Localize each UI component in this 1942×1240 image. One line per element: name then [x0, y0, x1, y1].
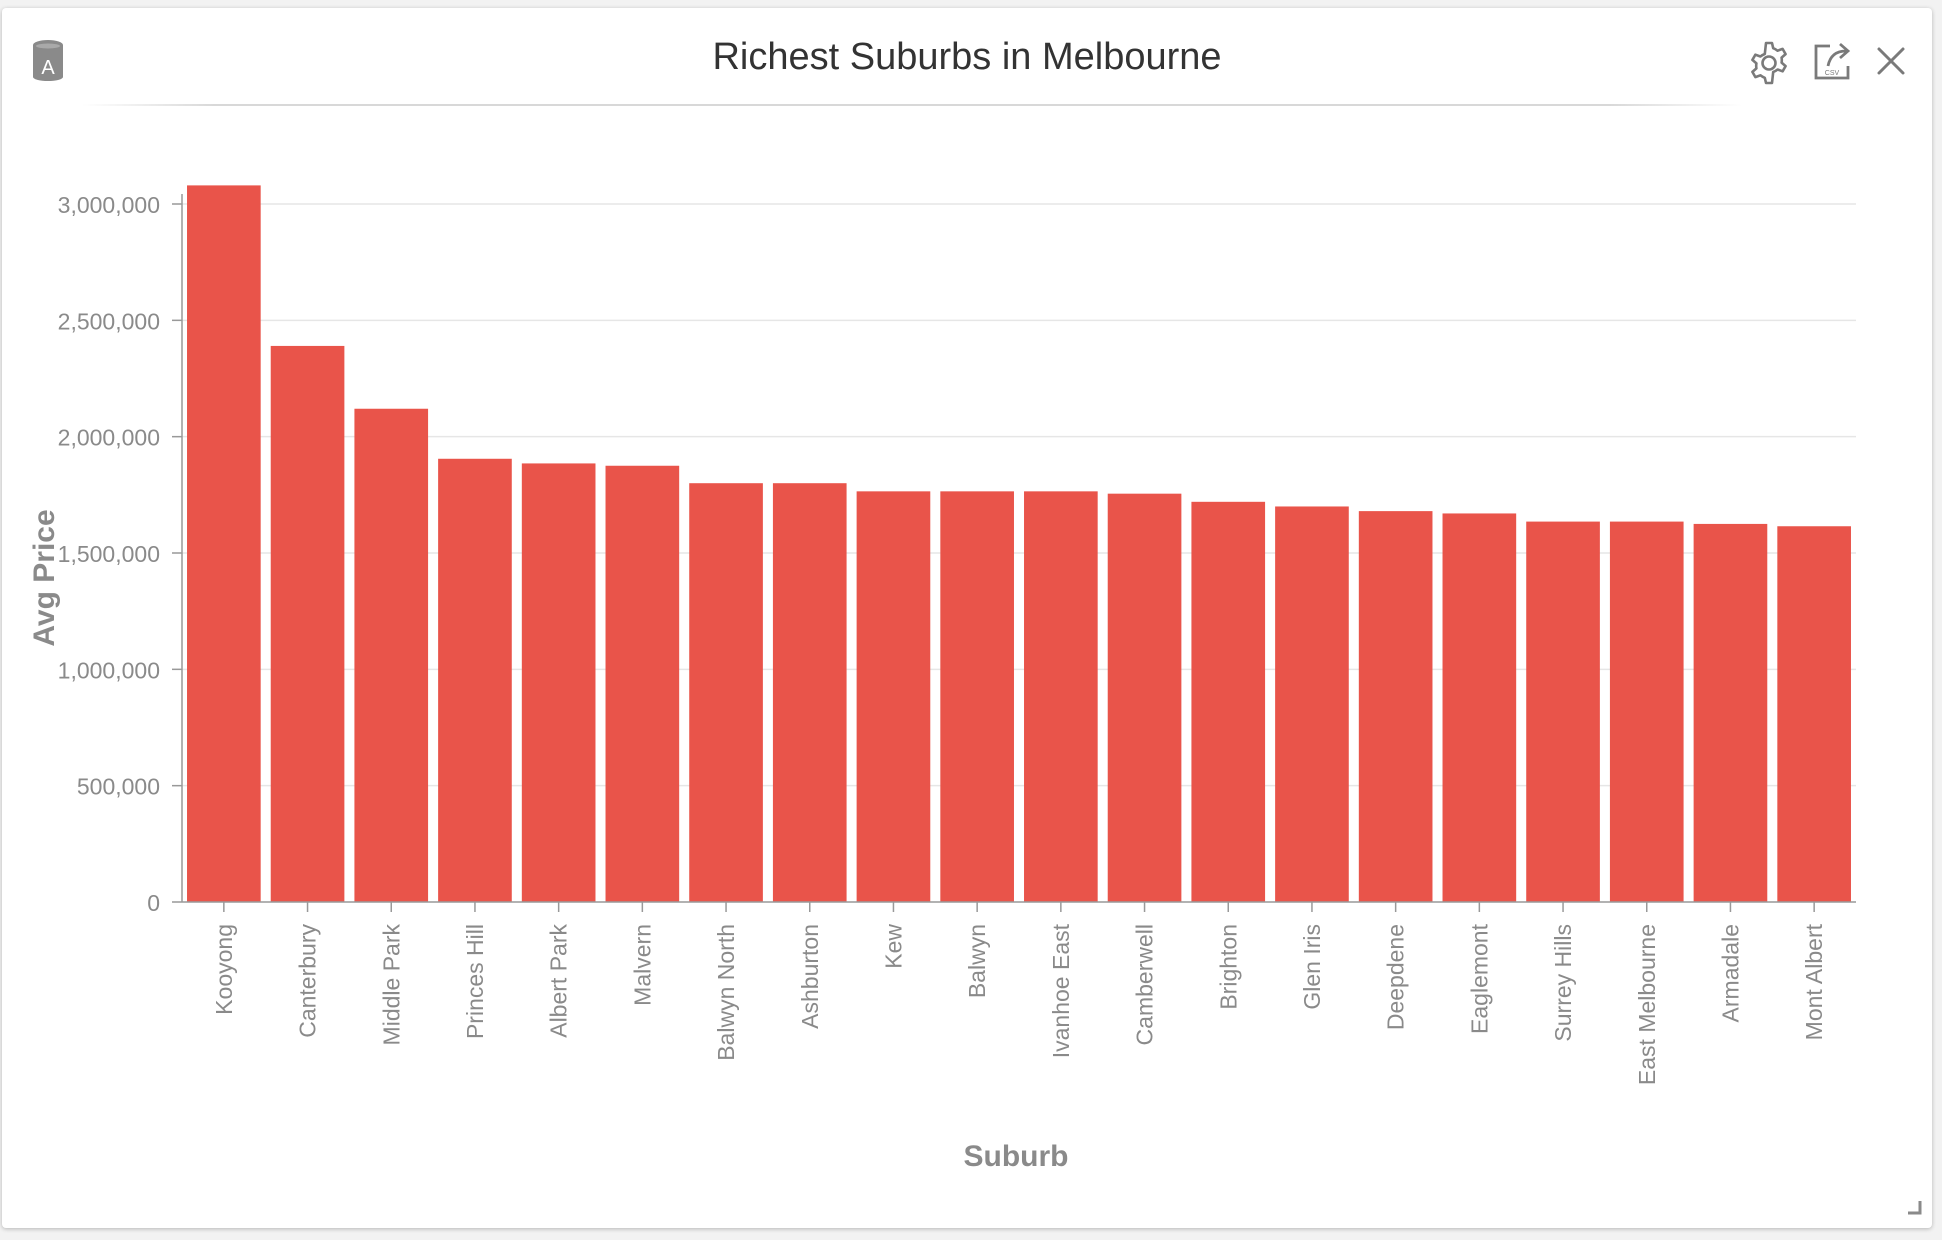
y-tick-label: 1,000,000	[58, 657, 160, 683]
x-tick-label: Balwyn	[964, 924, 990, 998]
database-icon[interactable]: A	[30, 38, 66, 82]
x-tick-label: Camberwell	[1132, 924, 1158, 1045]
y-tick-label: 500,000	[77, 774, 160, 800]
y-tick-label: 2,500,000	[58, 308, 160, 334]
gear-icon[interactable]	[1746, 40, 1792, 86]
x-tick-label: Malvern	[629, 924, 655, 1006]
resize-grip-icon[interactable]	[1906, 1199, 1922, 1220]
y-tick-label: 1,500,000	[58, 541, 160, 567]
x-tick-label: Surrey Hills	[1550, 924, 1576, 1042]
title-divider	[82, 104, 1742, 106]
bar[interactable]	[187, 185, 261, 903]
export-icon-text: CSV	[1825, 70, 1840, 77]
x-tick-label: Brighton	[1215, 924, 1241, 1010]
bar[interactable]	[438, 458, 512, 902]
chart-widget: A Richest Suburbs in Melbourne CSV	[2, 8, 1932, 1228]
bar[interactable]	[1609, 521, 1684, 902]
y-tick-label: 3,000,000	[58, 192, 160, 218]
x-tick-label: Mont Albert	[1801, 923, 1827, 1040]
x-tick-label: Middle Park	[378, 924, 404, 1046]
bar[interactable]	[856, 491, 931, 902]
bar[interactable]	[1358, 511, 1433, 902]
export-csv-icon[interactable]: CSV	[1810, 38, 1856, 84]
x-tick-label: East Melbourne	[1634, 924, 1660, 1085]
source-badge-letter: A	[41, 57, 55, 79]
x-tick-label: Armadale	[1717, 924, 1743, 1022]
bar[interactable]	[1777, 526, 1851, 902]
bar[interactable]	[940, 491, 1014, 902]
bar[interactable]	[1024, 491, 1098, 902]
x-tick-label: Albert Park	[546, 924, 572, 1038]
bar[interactable]	[270, 345, 345, 903]
y-tick-label: 0	[147, 890, 160, 916]
x-tick-label: Ivanhoe East	[1048, 923, 1074, 1058]
x-tick-label: Canterbury	[295, 924, 321, 1038]
x-tick-label: Kooyong	[211, 924, 237, 1015]
chart-title: Richest Suburbs in Melbourne	[712, 36, 1222, 78]
close-icon[interactable]	[1874, 44, 1908, 78]
bar[interactable]	[1191, 501, 1266, 902]
x-tick-label: Eaglemont	[1466, 923, 1492, 1034]
bar[interactable]	[605, 465, 680, 902]
bar[interactable]	[689, 483, 763, 902]
bar[interactable]	[1693, 523, 1768, 902]
x-tick-label: Ashburton	[797, 924, 823, 1029]
y-tick-label: 2,000,000	[58, 425, 160, 451]
y-axis-label: Avg Price	[28, 509, 61, 646]
x-tick-label: Balwyn North	[713, 924, 739, 1061]
x-axis-label: Suburb	[964, 1140, 1069, 1173]
x-tick-label: Deepdene	[1383, 924, 1409, 1030]
bar[interactable]	[1442, 513, 1517, 902]
bar-chart: 0 500,000 1,000,000 1,500,000 2,000,000 2,500…	[28, 185, 1856, 1173]
bar[interactable]	[354, 408, 429, 902]
bar[interactable]	[1275, 506, 1349, 902]
x-tick-label: Princes Hill	[462, 924, 488, 1039]
bar[interactable]	[1107, 493, 1182, 902]
bar[interactable]	[1526, 521, 1600, 902]
x-tick-label: Glen Iris	[1299, 924, 1325, 1010]
bar[interactable]	[772, 483, 847, 902]
bar[interactable]	[521, 463, 596, 902]
x-tick-label: Kew	[880, 924, 906, 969]
